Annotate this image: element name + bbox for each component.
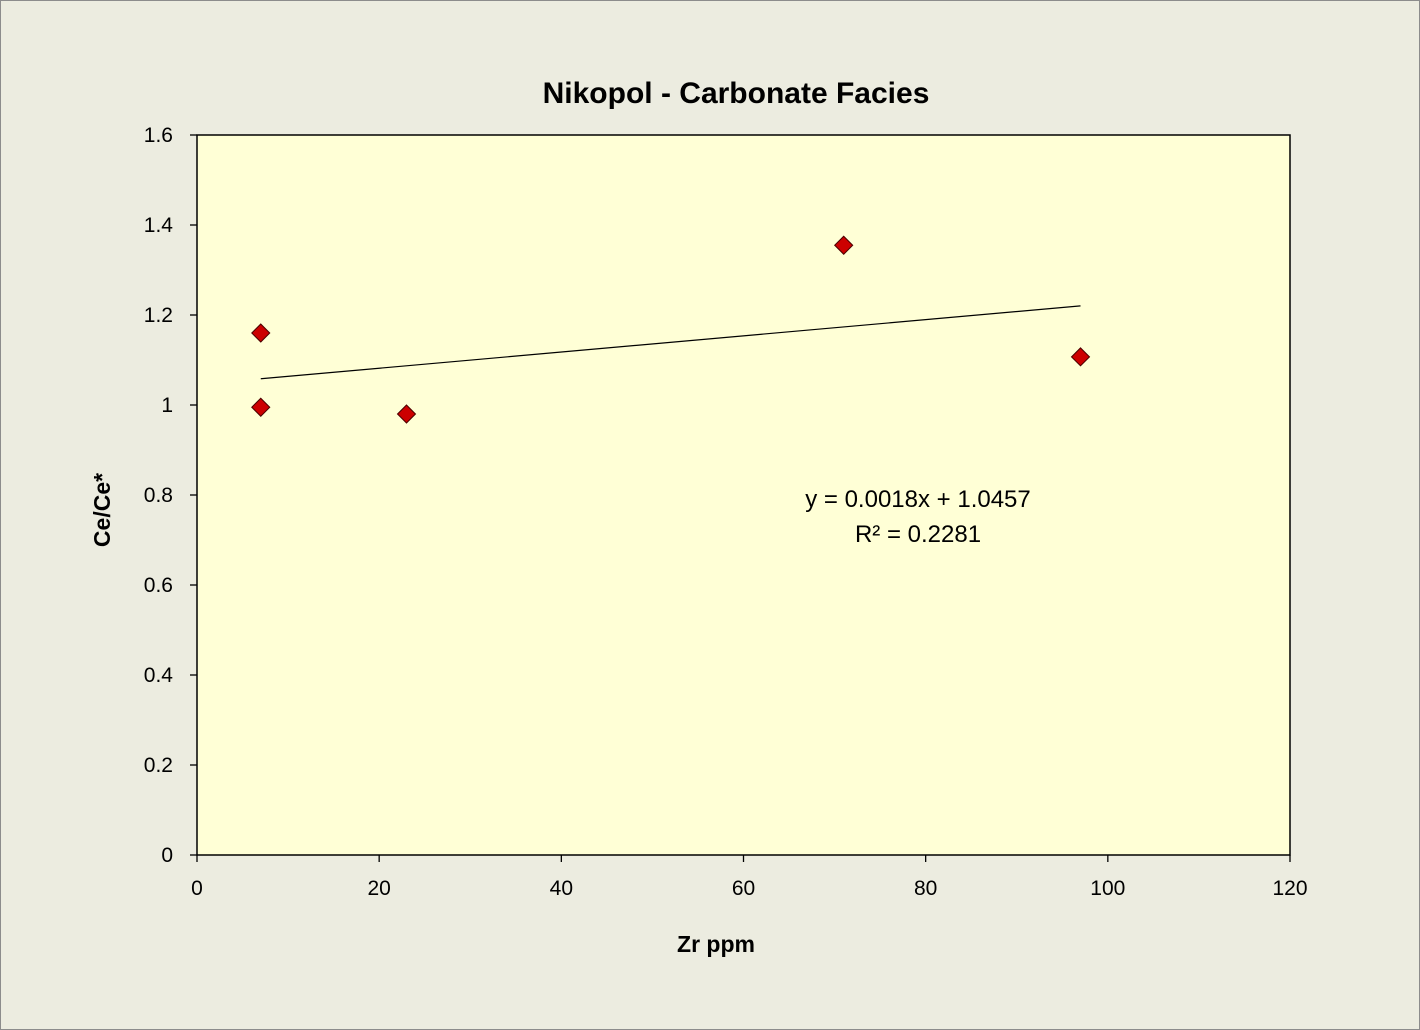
- x-tick-label: 100: [1090, 877, 1125, 900]
- trendline: [260, 305, 1081, 380]
- data-points: [251, 235, 1091, 424]
- data-point: [251, 323, 271, 343]
- data-point: [1070, 347, 1091, 367]
- data-point: [251, 397, 271, 417]
- data-point: [833, 235, 854, 255]
- x-axis: 0 20 40 60 80 100 120: [191, 855, 1308, 900]
- x-tick-label: 60: [732, 877, 755, 900]
- x-tick-label: 20: [367, 877, 390, 900]
- y-tick-label: 0.4: [144, 664, 174, 687]
- y-tick-label: 1.4: [144, 214, 174, 237]
- y-tick-label: 0.8: [144, 484, 173, 507]
- y-tick-label: 0.2: [144, 754, 173, 777]
- plot-area: [196, 134, 1291, 856]
- x-axis-title: Zr ppm: [677, 931, 755, 957]
- y-axis-title: Ce/Ce*: [89, 473, 115, 547]
- y-tick-label: 1.2: [144, 304, 173, 327]
- x-tick-label: 40: [550, 877, 573, 900]
- x-tick-label: 120: [1272, 877, 1307, 900]
- y-tick-label: 1: [161, 394, 173, 417]
- trendline-equation: y = 0.0018x + 1.0457: [805, 486, 1031, 513]
- trendline-group: [260, 305, 1081, 380]
- chart-title: Nikopol - Carbonate Facies: [543, 77, 930, 110]
- trendline-r-squared: R² = 0.2281: [855, 521, 981, 548]
- x-tick-label: 80: [914, 877, 937, 900]
- data-point: [396, 404, 417, 424]
- y-axis: 0 0.2 0.4 0.6 0.8 1 1.2 1.4 1.6: [144, 124, 197, 867]
- y-tick-label: 1.6: [144, 124, 173, 147]
- x-tick-label: 0: [191, 877, 203, 900]
- y-tick-label: 0: [161, 844, 173, 867]
- y-tick-label: 0.6: [144, 574, 173, 597]
